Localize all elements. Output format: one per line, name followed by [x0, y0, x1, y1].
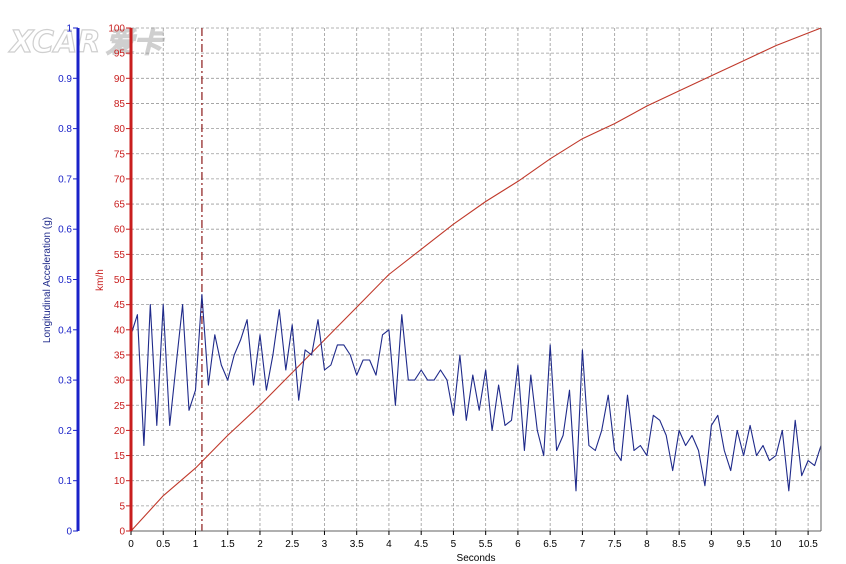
watermark: XCAR 爱卡 [7, 24, 165, 60]
speed-tick-label: 5 [119, 501, 125, 512]
accel-tick-label: 0.2 [58, 426, 72, 437]
x-tick-label: 8.5 [672, 539, 686, 550]
series-layer [130, 27, 822, 532]
speed-tick-label: 65 [114, 200, 126, 211]
accel-tick-label: 0.4 [58, 325, 72, 336]
x-tick-label: 3 [322, 539, 328, 550]
x-tick-label: 0 [128, 539, 134, 550]
x-axis-title: Seconds [457, 553, 496, 564]
speed-tick-label: 0 [119, 527, 125, 538]
accel-tick-label: 0.6 [58, 225, 72, 236]
speed-axis-title: km/h [95, 269, 106, 291]
x-tick-label: 10.5 [798, 539, 818, 550]
speed-series-line [130, 27, 822, 532]
x-tick-label: 1 [193, 539, 199, 550]
watermark-latin: XCAR [8, 25, 100, 60]
x-tick-label: 4.5 [414, 539, 428, 550]
x-tick-label: 6 [515, 539, 521, 550]
speed-tick-label: 50 [114, 275, 126, 286]
accel-tick-label: 0.3 [58, 376, 72, 387]
x-tick-label: 9.5 [737, 539, 751, 550]
accel-tick-label: 0 [66, 527, 72, 538]
x-tick-label: 8 [644, 539, 650, 550]
x-tick-label: 9 [709, 539, 715, 550]
x-tick-label: 5 [451, 539, 457, 550]
x-tick-label: 1.5 [221, 539, 235, 550]
x-tick-label: 2.5 [285, 539, 299, 550]
speed-tick-label: 30 [114, 376, 126, 387]
accel-series-line [130, 294, 822, 492]
accel-tick-label: 0.8 [58, 124, 72, 135]
x-tick-label: 10 [770, 539, 782, 550]
speed-tick-label: 75 [114, 149, 126, 160]
axes-layer: 0 0.5 1 1.5 2 2.5 3 3.5 4 4.5 5 5.5 6 6.5 7 7.5 8 8.5 9 9.5… [58, 24, 822, 550]
speed-tick-label: 80 [114, 124, 126, 135]
speed-tick-label: 55 [114, 250, 126, 261]
accel-axis-title: Longitudinal Acceleration (g) [42, 217, 53, 343]
speed-tick-label: 40 [114, 325, 126, 336]
x-tick-label: 6.5 [543, 539, 557, 550]
speed-tick-label: 15 [114, 451, 126, 462]
accel-tick-label: 0.1 [58, 476, 72, 487]
accel-tick-label: 1 [66, 24, 72, 35]
accel-tick-label: 0.9 [58, 74, 72, 85]
grid [131, 27, 821, 531]
speed-tick-label: 25 [114, 401, 126, 412]
x-tick-label: 2 [257, 539, 263, 550]
speed-tick-label: 45 [114, 300, 126, 311]
x-tick-label: 7 [580, 539, 586, 550]
accel-tick-label: 0.7 [58, 174, 72, 185]
speed-tick-label: 95 [114, 49, 126, 60]
watermark-cjk: 爱卡 [106, 26, 165, 59]
speed-tick-label: 35 [114, 350, 126, 361]
speed-tick-label: 85 [114, 99, 126, 110]
speed-tick-label: 90 [114, 74, 126, 85]
accel-tick-label: 0.5 [58, 275, 72, 286]
x-tick-label: 5.5 [479, 539, 493, 550]
speed-tick-label: 100 [108, 24, 125, 35]
speed-tick-label: 60 [114, 225, 126, 236]
speed-tick-label: 10 [114, 476, 126, 487]
x-tick-label: 3.5 [350, 539, 364, 550]
x-tick-label: 4 [386, 539, 392, 550]
speed-tick-label: 20 [114, 426, 126, 437]
x-tick-label: 7.5 [608, 539, 622, 550]
x-tick-label: 0.5 [156, 539, 170, 550]
speed-tick-label: 70 [114, 174, 126, 185]
